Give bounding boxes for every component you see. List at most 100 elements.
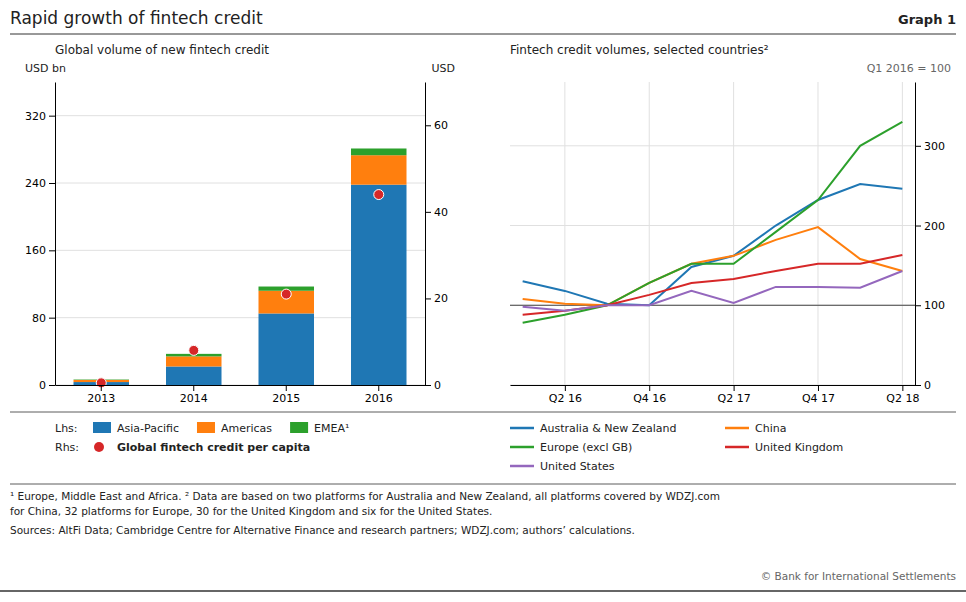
tick: 0 bbox=[39, 379, 55, 392]
bar bbox=[351, 148, 407, 155]
line bbox=[523, 227, 903, 305]
grid-line bbox=[902, 82, 903, 385]
line bbox=[523, 271, 903, 311]
grid-line bbox=[733, 82, 734, 385]
axis-line bbox=[425, 83, 426, 386]
legend-swatch bbox=[725, 427, 749, 430]
graph-label: Graph 1 bbox=[898, 12, 956, 27]
tick-mark bbox=[818, 385, 819, 391]
tick: 40 bbox=[425, 206, 448, 219]
tick-label: 2013 bbox=[87, 392, 115, 405]
tick-mark bbox=[915, 226, 921, 227]
tick-label: 200 bbox=[924, 220, 945, 233]
separator bbox=[10, 484, 956, 485]
tick-label: Q2 16 bbox=[549, 392, 582, 405]
tick-mark bbox=[425, 125, 431, 126]
grid-line bbox=[510, 385, 915, 386]
tick-label: 300 bbox=[924, 140, 945, 153]
legend-swatch bbox=[93, 422, 111, 433]
tick: 2016 bbox=[365, 385, 393, 405]
tick: 60 bbox=[425, 119, 448, 132]
bar bbox=[351, 155, 407, 184]
copyright: © Bank for International Settlements bbox=[761, 570, 956, 582]
grid-line bbox=[55, 115, 425, 116]
tick: 0 bbox=[915, 379, 931, 392]
tick: Q4 16 bbox=[633, 385, 666, 405]
footnote: for China, 32 platforms for Europe, 30 f… bbox=[10, 505, 492, 517]
legend-label: Europe (excl GB) bbox=[540, 441, 632, 454]
legend-label: Asia-Pacific bbox=[117, 422, 179, 435]
tick-label: 80 bbox=[32, 312, 46, 325]
tick: 2015 bbox=[272, 385, 300, 405]
tick-label: 240 bbox=[25, 177, 46, 190]
tick: Q2 18 bbox=[886, 385, 919, 405]
line bbox=[523, 122, 903, 323]
title: Rapid growth of fintech credit bbox=[10, 8, 263, 28]
axis-title: USD bn bbox=[25, 62, 66, 75]
tick: 20 bbox=[425, 292, 448, 305]
legend: Lhs:Asia-PacificAmericasEMEA¹Rhs:Global … bbox=[55, 422, 349, 454]
tick-mark bbox=[49, 318, 55, 319]
grid bbox=[55, 116, 425, 385]
y2-axis: 0204060 bbox=[425, 83, 448, 393]
tick-label: 2014 bbox=[180, 392, 208, 405]
tick-mark bbox=[915, 385, 921, 386]
tick-mark bbox=[915, 146, 921, 147]
tick-mark bbox=[649, 385, 650, 391]
axis-line bbox=[915, 83, 916, 386]
tick: Q2 16 bbox=[549, 385, 582, 405]
footnote: ¹ Europe, Middle East and Africa. ² Data… bbox=[10, 490, 720, 502]
separator bbox=[0, 590, 966, 592]
grid-line bbox=[510, 225, 915, 226]
tick-mark bbox=[49, 116, 55, 117]
tick: 200 bbox=[915, 220, 945, 233]
tick: 100 bbox=[915, 299, 945, 312]
legend-label: Americas bbox=[221, 422, 272, 435]
legend-label: Rhs: bbox=[55, 441, 79, 454]
tick-label: Q2 18 bbox=[886, 392, 919, 405]
tick-label: 100 bbox=[924, 299, 945, 312]
tick-mark bbox=[902, 385, 903, 391]
tick-mark bbox=[49, 385, 55, 386]
point bbox=[189, 345, 199, 355]
bar bbox=[351, 185, 407, 385]
tick: 2014 bbox=[180, 385, 208, 405]
legend-swatch bbox=[510, 427, 534, 430]
axis-line bbox=[55, 83, 56, 386]
y-axis: 0 100 200 300 bbox=[915, 83, 945, 393]
chart-page: Rapid growth of fintech credit Graph 1 ¹ E… bbox=[0, 0, 966, 602]
point bbox=[281, 289, 291, 299]
axis-title: USD bbox=[431, 62, 455, 75]
legend-label: United States bbox=[540, 460, 615, 473]
tick: 160 bbox=[25, 244, 55, 257]
tick-label: 2015 bbox=[272, 392, 300, 405]
tick: 320 bbox=[25, 110, 55, 123]
tick: 80 bbox=[32, 312, 55, 325]
tick-label: 160 bbox=[25, 244, 46, 257]
separator bbox=[10, 34, 956, 35]
bar bbox=[259, 313, 315, 385]
legend-label: EMEA¹ bbox=[314, 422, 349, 435]
legend-label: China bbox=[755, 422, 786, 435]
subtitle: Global volume of new fintech credit bbox=[55, 43, 269, 57]
legend-swatch bbox=[290, 422, 308, 433]
legend-swatch bbox=[725, 446, 749, 449]
tick-label: 20 bbox=[434, 292, 448, 305]
tick-mark bbox=[193, 385, 194, 391]
tick-mark bbox=[425, 298, 431, 299]
separator bbox=[10, 412, 956, 413]
grid-line bbox=[564, 82, 565, 385]
line bbox=[523, 255, 903, 315]
grid-line bbox=[510, 145, 915, 146]
tick-mark bbox=[49, 250, 55, 251]
tick-label: Q2 17 bbox=[718, 392, 751, 405]
tick-label: Q4 17 bbox=[802, 392, 835, 405]
grid-line bbox=[510, 305, 915, 306]
bars bbox=[74, 148, 407, 385]
legend-label: Global fintech credit per capita bbox=[117, 441, 310, 454]
tick: 300 bbox=[915, 140, 945, 153]
tick-label: 0 bbox=[39, 379, 46, 392]
axis-line bbox=[56, 385, 426, 386]
tick-label: 320 bbox=[25, 110, 46, 123]
tick: 2013 bbox=[87, 385, 115, 405]
